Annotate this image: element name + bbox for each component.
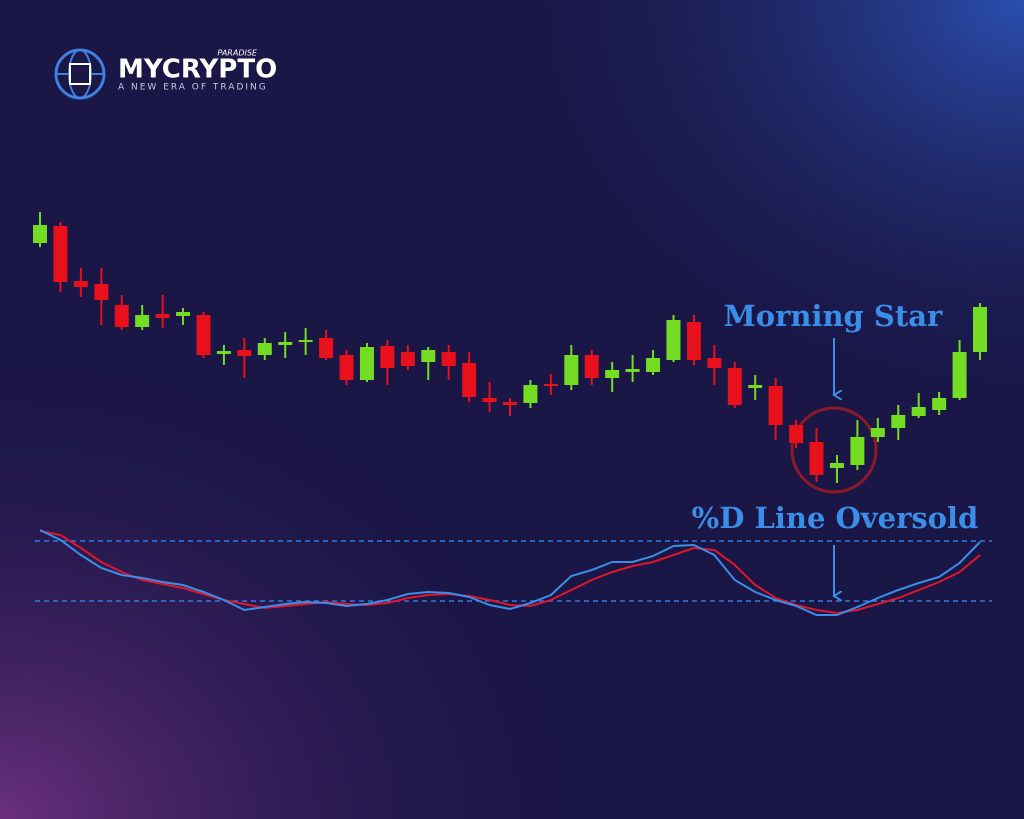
candle-body	[298, 340, 313, 342]
candle-body	[237, 350, 252, 356]
candle-body	[952, 352, 967, 398]
candle-body	[850, 437, 865, 465]
annotation: Morning Star	[724, 299, 943, 333]
candle-body	[462, 363, 477, 397]
logo-name: MYCRYPTO	[118, 55, 277, 85]
annotation: %D Line Oversold	[692, 501, 979, 535]
candle-body	[155, 314, 170, 318]
candle-body	[911, 407, 926, 416]
logo-slogan: A NEW ERA OF TRADING	[118, 83, 268, 93]
candle-body	[523, 385, 538, 403]
candle-body	[768, 386, 783, 425]
candle-body	[421, 350, 436, 362]
stochastic-line	[39, 530, 981, 615]
candle-body	[503, 402, 517, 405]
candle-body	[973, 307, 987, 352]
candle-body	[748, 385, 763, 388]
candle-body	[114, 305, 129, 327]
candle-body	[176, 312, 191, 316]
candle-body	[707, 358, 722, 368]
logo-tag: PARADISE	[217, 49, 258, 58]
candle-body	[625, 369, 640, 372]
candle-body	[196, 315, 211, 355]
candle-body	[870, 428, 885, 437]
candle-body	[257, 343, 272, 355]
candle-body	[646, 358, 661, 372]
stochastic-line	[39, 529, 981, 616]
candle-body	[53, 226, 68, 282]
candle-body	[809, 442, 824, 475]
candle-body	[932, 398, 947, 410]
candle-body	[73, 281, 88, 287]
candle-body	[94, 284, 109, 300]
candle-body	[216, 351, 231, 354]
candle-body	[482, 398, 497, 402]
candle-body	[359, 347, 374, 380]
logo: MYCRYPTO PARADISE A NEW ERA OF TRADING	[54, 48, 277, 100]
candle-body	[380, 346, 395, 368]
candle-body	[33, 225, 47, 243]
candle-body	[584, 355, 599, 378]
candle-body	[400, 352, 415, 366]
logo-icon	[69, 63, 91, 85]
candle-body	[789, 425, 804, 443]
candle-body	[564, 355, 579, 385]
highlight-circle	[790, 406, 878, 494]
candle-body	[319, 338, 334, 358]
candle-body	[686, 322, 701, 360]
candle-body	[605, 370, 620, 378]
candle-body	[543, 384, 558, 386]
candle-body	[891, 415, 906, 428]
candle-body	[339, 355, 354, 380]
candle-body	[441, 352, 456, 366]
candle-body	[727, 368, 742, 405]
candle-body	[829, 463, 844, 468]
candle-body	[135, 315, 150, 327]
candle-body	[278, 342, 293, 345]
candle-body	[666, 320, 681, 360]
